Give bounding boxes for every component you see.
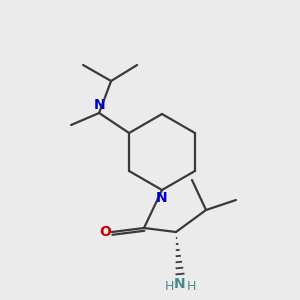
Text: H: H bbox=[186, 280, 196, 293]
Text: N: N bbox=[156, 191, 168, 205]
Text: H: H bbox=[164, 280, 174, 293]
Text: N: N bbox=[93, 98, 105, 112]
Text: O: O bbox=[99, 225, 111, 239]
Text: N: N bbox=[174, 277, 186, 291]
